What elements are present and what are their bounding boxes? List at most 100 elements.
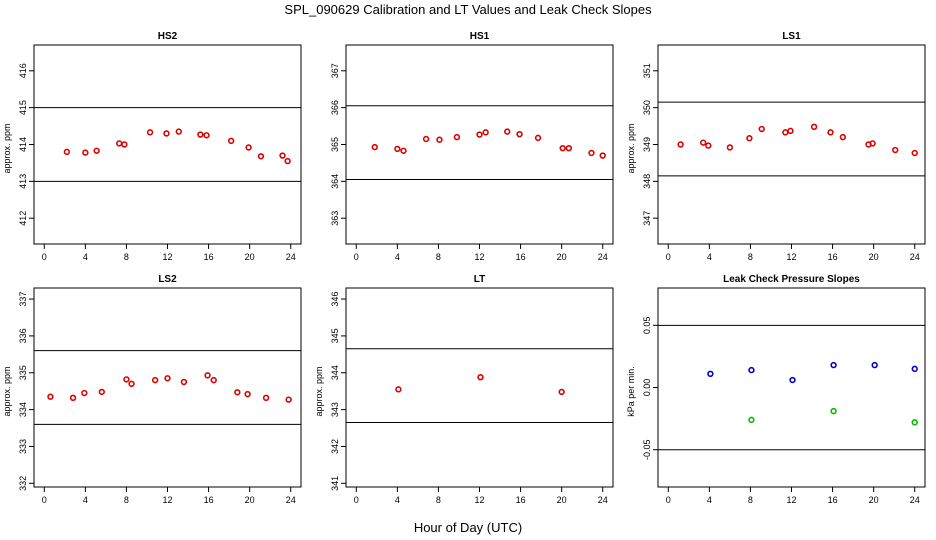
data-point: [204, 372, 211, 379]
data-point: [262, 394, 270, 402]
data-point: [69, 394, 77, 402]
x-tick-label: 24: [286, 252, 296, 262]
x-tick-label: 0: [666, 495, 671, 505]
x-tick-label: 24: [598, 495, 608, 505]
x-tick-label: 16: [828, 495, 838, 505]
y-tick-label: 350: [642, 100, 652, 115]
data-point: [504, 128, 511, 135]
panel-ls1: LS1 0 4 8 12 16 20 24 347 348 349 350 351 approx. ppm: [626, 31, 926, 262]
data-point: [748, 416, 755, 424]
data-point: [81, 389, 88, 397]
data-point: [227, 137, 235, 145]
data-point: [782, 129, 789, 136]
data-point: [477, 373, 484, 381]
data-point: [63, 148, 71, 156]
panel-title: HS2: [158, 31, 178, 42]
data-point: [869, 140, 876, 147]
plot-frame: [657, 287, 926, 488]
data-point: [245, 144, 252, 151]
plot-frame: [33, 287, 302, 488]
x-tick-label: 20: [245, 252, 255, 262]
x-tick-label: 0: [354, 495, 359, 505]
data-point: [830, 361, 837, 369]
x-tick-label: 0: [42, 252, 47, 262]
x-tick-label: 20: [557, 252, 567, 262]
data-point: [123, 376, 130, 383]
y-axis-label: approx. ppm: [314, 366, 324, 416]
data-point: [180, 378, 188, 386]
y-tick-label: 343: [330, 402, 340, 417]
data-point: [758, 125, 765, 133]
y-tick-label: 334: [18, 402, 28, 417]
data-point: [746, 135, 753, 142]
y-axis-label: approx. ppm: [626, 123, 636, 173]
data-point: [748, 366, 755, 374]
y-tick-label: 332: [18, 476, 28, 491]
x-tick-label: 0: [42, 495, 47, 505]
y-tick-label: 346: [330, 292, 340, 307]
x-tick-label: 8: [748, 495, 753, 505]
x-tick-label: 24: [910, 252, 920, 262]
data-point: [839, 133, 847, 141]
data-point: [394, 145, 401, 153]
data-point: [284, 157, 291, 165]
data-point: [400, 147, 407, 154]
data-point: [565, 144, 573, 152]
y-tick-label: 416: [18, 63, 28, 78]
y-tick-label: 333: [18, 439, 28, 454]
data-point: [789, 376, 796, 384]
data-point: [151, 376, 159, 384]
data-point: [892, 146, 899, 154]
y-axis-label: kPa per min.: [626, 366, 636, 417]
data-point: [128, 380, 135, 388]
panel-title: LS2: [158, 274, 177, 285]
y-axis-label: approx. ppm: [2, 366, 12, 416]
data-point: [436, 136, 443, 143]
data-point: [534, 134, 542, 142]
y-tick-label: 0.00: [642, 379, 652, 397]
y-tick-label: 367: [330, 63, 340, 78]
data-point: [234, 389, 241, 396]
x-tick-label: 4: [83, 495, 88, 505]
plot-frame: [33, 44, 302, 245]
data-point: [810, 123, 818, 131]
x-tick-label: 24: [910, 495, 920, 505]
x-tick-label: 12: [474, 495, 484, 505]
x-tick-label: 24: [286, 495, 296, 505]
y-tick-label: 365: [330, 137, 340, 152]
data-point: [726, 144, 734, 151]
y-tick-label: 366: [330, 100, 340, 115]
panel-title: HS1: [470, 31, 490, 42]
data-point: [830, 407, 837, 415]
panel-lt: LT 0 4 8 12 16 20 24 341 342 343 344 345 346 approx. p…: [314, 274, 614, 505]
data-point: [911, 365, 918, 373]
x-tick-label: 12: [786, 252, 796, 262]
data-point: [244, 390, 251, 398]
panel-title: LS1: [782, 31, 801, 42]
x-tick-label: 12: [162, 252, 172, 262]
data-point: [677, 141, 684, 148]
panel-title: LT: [474, 274, 485, 285]
data-point: [395, 386, 402, 393]
y-tick-label: 337: [18, 292, 28, 307]
x-tick-label: 16: [516, 252, 526, 262]
y-tick-label: -0.05: [642, 439, 652, 460]
plot-frame: [657, 44, 926, 245]
data-point: [516, 130, 523, 138]
data-point: [588, 149, 595, 157]
data-point: [707, 370, 714, 378]
data-point: [163, 130, 170, 137]
data-point: [371, 143, 378, 151]
x-tick-label: 4: [395, 495, 400, 505]
x-tick-label: 8: [748, 252, 753, 262]
data-point: [146, 129, 154, 136]
data-point: [559, 144, 566, 152]
data-point: [476, 131, 483, 138]
y-tick-label: 364: [330, 174, 340, 189]
data-point: [116, 140, 123, 147]
x-tick-label: 16: [516, 495, 526, 505]
y-tick-label: 351: [642, 63, 652, 78]
x-tick-label: 8: [124, 252, 129, 262]
x-tick-label: 20: [245, 495, 255, 505]
